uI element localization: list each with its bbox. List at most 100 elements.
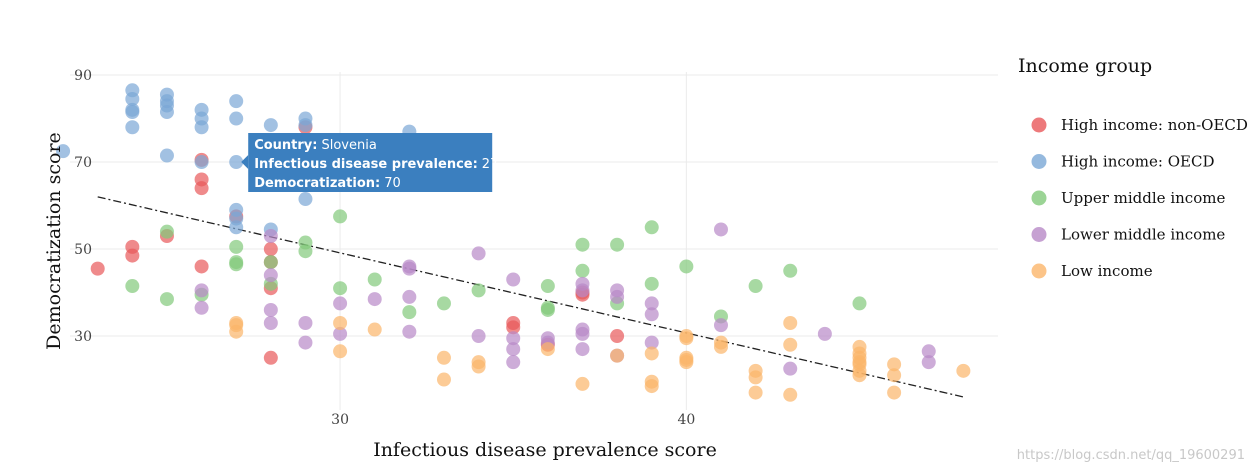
data-point[interactable] [333,209,348,224]
data-point[interactable] [333,326,348,341]
data-point[interactable] [436,296,451,311]
data-point[interactable] [748,279,763,294]
data-point[interactable] [471,359,486,374]
data-point[interactable] [333,281,348,296]
data-point[interactable] [194,181,209,196]
data-point[interactable] [644,335,659,350]
data-point[interactable] [194,283,209,298]
data-point[interactable] [298,192,313,207]
data-point[interactable] [713,318,728,333]
data-point[interactable] [610,237,625,252]
data-point[interactable] [644,296,659,311]
data-point[interactable] [159,292,174,307]
data-point[interactable] [852,368,867,383]
data-point[interactable] [506,320,521,335]
data-point[interactable] [610,348,625,363]
data-point[interactable] [229,324,244,339]
data-point[interactable] [402,261,417,276]
data-point[interactable] [575,263,590,278]
data-point[interactable] [644,346,659,361]
data-point[interactable] [229,257,244,272]
data-point[interactable] [333,296,348,311]
data-point[interactable] [263,229,278,243]
data-point[interactable] [921,344,936,359]
data-point[interactable] [921,355,936,370]
data-point[interactable] [610,329,625,344]
data-point[interactable] [575,326,590,341]
data-point[interactable] [471,329,486,344]
data-point[interactable] [229,94,244,109]
data-point[interactable] [783,337,798,352]
data-point[interactable] [887,368,902,383]
data-point[interactable] [333,344,348,359]
data-point[interactable] [194,155,209,170]
data-point[interactable] [263,255,278,270]
data-point[interactable] [506,342,521,357]
data-point[interactable] [159,224,174,239]
data-point[interactable] [783,361,798,376]
data-point[interactable] [748,385,763,400]
data-point[interactable] [852,296,867,311]
data-point[interactable] [159,105,174,120]
data-point[interactable] [367,322,382,337]
data-point[interactable] [575,237,590,252]
data-point[interactable] [644,276,659,291]
data-point[interactable] [263,268,278,283]
data-point[interactable] [367,272,382,287]
data-point[interactable] [713,222,728,237]
data-point[interactable] [540,279,555,294]
data-point[interactable] [125,120,140,135]
data-point[interactable] [783,316,798,330]
data-point[interactable] [125,248,140,263]
data-point[interactable] [887,385,902,400]
data-point[interactable] [229,111,244,126]
data-point[interactable] [263,316,278,330]
data-point[interactable] [229,155,244,170]
data-point[interactable] [506,355,521,370]
data-point[interactable] [333,316,348,330]
data-point[interactable] [644,220,659,235]
data-point[interactable] [748,370,763,385]
data-point[interactable] [90,261,105,276]
data-point[interactable] [644,379,659,394]
data-point[interactable] [263,302,278,317]
data-point[interactable] [263,242,278,257]
data-point[interactable] [575,283,590,298]
data-point[interactable] [575,342,590,357]
data-point[interactable] [56,144,71,159]
data-point[interactable] [436,350,451,365]
data-point[interactable] [783,387,798,402]
data-point[interactable] [402,324,417,339]
data-point[interactable] [298,118,313,133]
data-point[interactable] [887,357,902,372]
data-point[interactable] [644,307,659,322]
data-point[interactable] [402,289,417,304]
data-point[interactable] [783,263,798,278]
data-point[interactable] [679,259,694,274]
data-point[interactable] [298,316,313,330]
data-point[interactable] [159,148,174,163]
data-point[interactable] [610,289,625,304]
data-point[interactable] [125,102,140,117]
data-point[interactable] [817,326,832,341]
data-point[interactable] [367,292,382,307]
data-point[interactable] [125,91,140,106]
data-point[interactable] [194,300,209,315]
data-point[interactable] [194,120,209,135]
data-point[interactable] [956,363,971,378]
data-point[interactable] [713,339,728,354]
data-point[interactable] [229,220,244,235]
data-point[interactable] [298,244,313,259]
data-point[interactable] [263,350,278,365]
data-point[interactable] [194,259,209,274]
data-point[interactable] [402,305,417,320]
data-point[interactable] [506,331,521,346]
data-point[interactable] [229,239,244,254]
data-point[interactable] [471,246,486,261]
data-point[interactable] [506,272,521,287]
data-point[interactable] [298,335,313,350]
data-point[interactable] [540,342,555,357]
data-point[interactable] [679,331,694,346]
data-point[interactable] [471,283,486,298]
data-point[interactable] [575,376,590,391]
